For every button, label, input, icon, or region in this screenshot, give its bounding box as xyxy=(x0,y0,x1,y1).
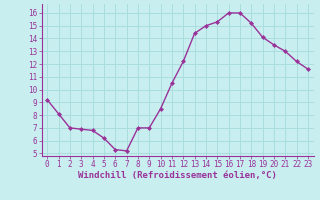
X-axis label: Windchill (Refroidissement éolien,°C): Windchill (Refroidissement éolien,°C) xyxy=(78,171,277,180)
